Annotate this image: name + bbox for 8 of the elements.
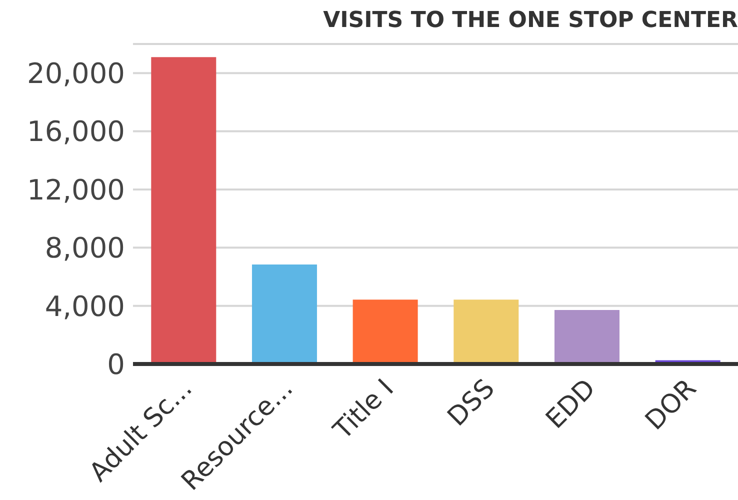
y-tick-label: 20,000: [27, 57, 125, 90]
chart-title: VISITS TO THE ONE STOP CENTER: [322, 8, 738, 34]
y-tick-label: 16,000: [27, 115, 125, 148]
y-tick-label: 8,000: [44, 232, 125, 265]
y-tick-label: 0: [107, 348, 125, 381]
x-tick-label: Title I: [327, 374, 400, 446]
y-tick-label: 4,000: [44, 290, 125, 323]
y-tick-label: 12,000: [27, 173, 125, 206]
